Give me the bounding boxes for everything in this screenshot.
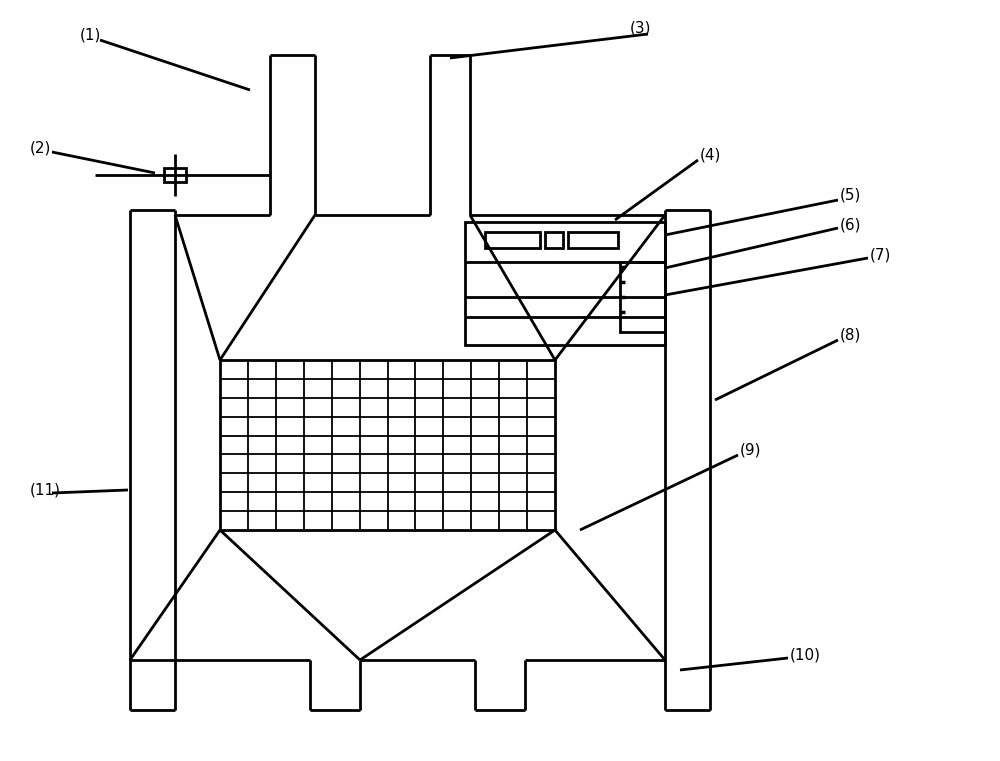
Bar (465, 222, 665, 345)
Text: (5): (5) (840, 187, 861, 202)
Text: (4): (4) (700, 148, 721, 163)
Text: (2): (2) (30, 141, 51, 155)
Bar (164, 168, 186, 182)
Text: (11): (11) (30, 482, 61, 498)
Bar (620, 262, 665, 332)
Text: (8): (8) (840, 327, 861, 342)
Text: (10): (10) (790, 648, 821, 663)
Text: (1): (1) (80, 27, 101, 43)
Text: (6): (6) (840, 218, 862, 233)
Text: (3): (3) (630, 21, 652, 36)
Bar (545, 232, 563, 248)
Bar (220, 360, 555, 530)
Text: (9): (9) (740, 442, 762, 457)
Bar (485, 232, 540, 248)
Bar (568, 232, 618, 248)
Text: (7): (7) (870, 247, 891, 263)
